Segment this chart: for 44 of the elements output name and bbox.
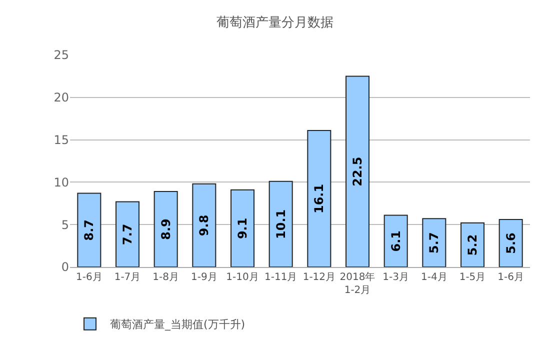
bar [307,130,332,267]
bar [77,192,102,267]
x-tick-label: 1-6月 [76,272,102,283]
bar [230,189,254,267]
data-label: 5.2 [466,234,480,256]
x-tick-label: 1-4月 [421,272,448,283]
data-label: 9.1 [236,218,250,240]
bar [192,183,216,267]
bar [384,214,408,267]
chart-title: 葡萄酒产量分月数据 [216,16,334,31]
data-label: 5.7 [427,232,442,254]
y-tick-label: 0 [61,260,69,274]
x-tick-label: 1-10月 [226,272,259,283]
bar [498,219,523,267]
data-label: 7.7 [120,224,134,245]
x-tick-label: 2018年 1-2月 [340,271,376,296]
x-tick-label: 1-6月 [498,272,524,283]
y-tick-label: 20 [54,90,69,105]
y-tick-label: 5 [61,218,69,232]
bar [116,201,140,267]
y-tick-label: 10 [54,175,69,190]
bar [154,191,178,267]
data-label: 5.6 [504,232,518,254]
x-tick-label: 1-3月 [382,272,409,283]
x-tick-label: 1-7月 [114,272,141,283]
data-label: 8.7 [82,219,96,241]
data-label: 22.5 [350,156,364,186]
legend-label: 葡萄酒产量_当期值(万千升) [110,318,246,332]
x-tick-label: 1-11月 [264,272,298,283]
bar [346,76,370,267]
x-tick-label: 1-9月 [191,272,218,283]
data-label: 9.8 [197,214,212,236]
data-label: 8.9 [158,218,173,240]
x-tick-label: 1-8月 [152,272,179,283]
x-tick-label: 1-12月 [302,272,336,283]
bar [422,218,446,267]
data-label: 16.1 [312,184,326,214]
y-tick-label: 25 [54,48,69,62]
data-label: 10.1 [274,209,288,239]
bar [460,222,484,267]
bar [268,180,293,267]
x-tick-label: 1-5月 [459,272,486,283]
y-tick-label: 15 [54,133,69,147]
data-label: 6.1 [388,230,403,252]
